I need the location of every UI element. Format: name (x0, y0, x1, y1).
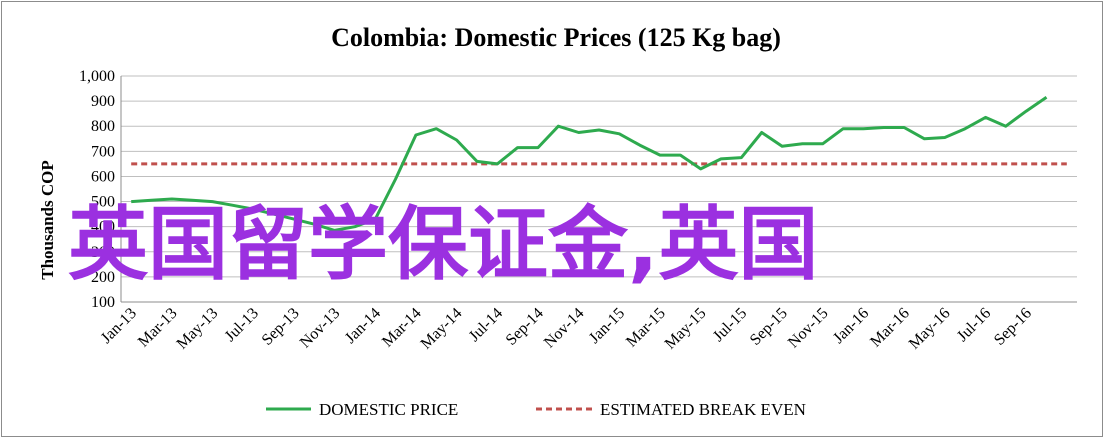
x-tick-label: Jul-16 (954, 305, 994, 345)
y-tick-label: 1,000 (79, 68, 115, 85)
chart-title: Colombia: Domestic Prices (125 Kg bag) (331, 23, 781, 52)
x-tick-label: Sep-16 (991, 305, 1035, 349)
y-tick-label: 300 (91, 244, 115, 261)
x-tick-label: Mar-14 (379, 305, 425, 351)
legend-label: ESTIMATED BREAK EVEN (600, 400, 806, 419)
y-tick-label: 100 (91, 294, 115, 311)
x-tick-label: Sep-14 (503, 305, 547, 349)
y-tick-label: 200 (91, 269, 115, 286)
x-tick-label: Jul-14 (466, 305, 506, 345)
x-tick-label: May-16 (906, 305, 954, 353)
y-tick-label: 800 (91, 118, 115, 135)
legend-label: DOMESTIC PRICE (319, 400, 458, 419)
x-tick-label: Mar-16 (867, 305, 913, 351)
x-tick-label: May-14 (418, 305, 466, 353)
x-tick-label: Jan-15 (586, 305, 628, 347)
x-tick-label: Sep-13 (259, 305, 303, 349)
x-tick-label: May-15 (662, 305, 710, 353)
y-tick-label: 700 (91, 143, 115, 160)
legend: DOMESTIC PRICE ESTIMATED BREAK EVEN (266, 400, 806, 419)
series-lines (131, 96, 1067, 232)
x-tick-label: Jul-15 (710, 305, 750, 345)
x-tick-label: Jan-16 (830, 305, 872, 347)
x-tick-label: Jan-14 (342, 305, 384, 347)
x-tick-label: Sep-15 (747, 305, 791, 349)
x-tick-label: Nov-15 (785, 305, 832, 352)
x-tick-label: Nov-14 (541, 305, 588, 352)
x-tick-label: Mar-13 (135, 305, 181, 351)
y-tick-labels: 100 200 300 400 500 600 700 800 900 1,000 (79, 68, 115, 311)
x-tick-label: Jul-13 (222, 305, 262, 345)
y-tick-label: 500 (91, 194, 115, 211)
y-tick-label: 900 (91, 93, 115, 110)
x-tick-label: Nov-13 (297, 305, 344, 352)
x-tick-label: Jan-13 (98, 305, 140, 347)
y-tick-label: 600 (91, 168, 115, 185)
y-tick-label: 400 (91, 219, 115, 236)
watermark-overlay-text: 英国留学保证金,英国 (68, 198, 818, 291)
x-tick-label: Mar-15 (623, 305, 669, 351)
x-tick-label: May-13 (174, 305, 222, 353)
y-axis-label: Thousands COP (38, 160, 57, 280)
gridlines (120, 75, 1077, 303)
series-line-domestic-price (131, 96, 1048, 232)
